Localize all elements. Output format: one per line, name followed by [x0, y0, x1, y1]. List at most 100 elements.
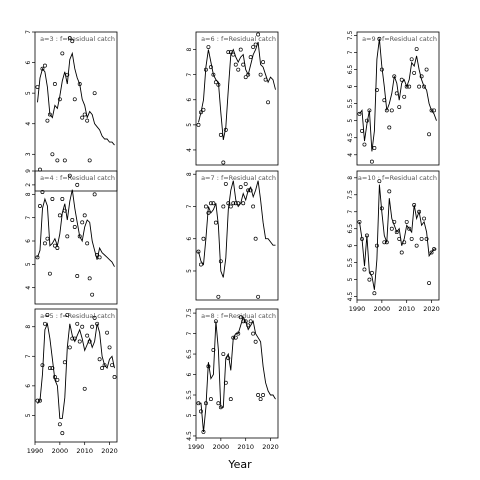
observed-point	[409, 57, 414, 62]
observed-point	[399, 250, 404, 255]
panel-4: a=6 : f=Residual catch 4 5 6 7 8	[186, 31, 279, 166]
observed-point	[407, 226, 412, 231]
observed-point	[402, 94, 407, 99]
y-tick-label: 7	[25, 354, 32, 358]
x-tick-label: 2000	[213, 443, 230, 451]
y-tick-label: 6.5	[347, 65, 354, 75]
observed-point	[67, 36, 72, 41]
y-tick-label: 6	[347, 84, 354, 88]
plot-frame	[34, 170, 118, 305]
panel-3: a=5 : f=Residual catch 5 6 7 8 1990 2000 2010 20…	[25, 308, 118, 455]
observed-point	[50, 366, 55, 371]
observed-point	[196, 401, 201, 406]
observed-point	[246, 72, 251, 77]
observed-point	[52, 375, 57, 379]
observed-point	[374, 243, 379, 248]
observed-point	[60, 431, 65, 436]
observed-point	[362, 142, 367, 147]
x-tick-label: 2000	[52, 447, 69, 455]
observed-point	[203, 67, 208, 72]
observed-point	[357, 111, 362, 116]
observed-point	[70, 336, 75, 341]
observed-point	[228, 397, 233, 402]
observed-point	[256, 294, 261, 299]
observed-point	[77, 339, 82, 344]
observed-point	[60, 51, 65, 56]
y-tick-label: 3	[25, 152, 32, 156]
observed-point	[35, 398, 40, 403]
panel-title: a=3 : f=Residual catch	[40, 35, 115, 43]
observed-point	[372, 291, 377, 296]
observed-point	[223, 380, 228, 385]
panel-title: a=9 : f=Residual catch	[362, 35, 437, 43]
panel-title: a=10 : f=Residual catch	[358, 174, 437, 182]
observed-point	[35, 255, 40, 260]
y-tick-label: 4	[25, 286, 32, 290]
observed-point	[80, 324, 85, 329]
y-tick-label: 5	[347, 278, 354, 282]
observed-point	[424, 67, 429, 72]
y-tick-label: 8	[347, 176, 354, 180]
observed-point	[238, 185, 243, 190]
observed-point	[82, 213, 87, 218]
observed-point	[100, 366, 105, 371]
observed-point	[67, 345, 72, 350]
observed-point	[399, 77, 404, 82]
observed-point	[203, 401, 208, 406]
observed-point	[105, 330, 110, 335]
observed-point	[92, 91, 97, 96]
fitted-line	[198, 180, 276, 278]
observed-point	[377, 179, 382, 184]
y-tick-label: 4	[25, 122, 32, 126]
observed-point	[387, 125, 392, 130]
observed-point	[82, 386, 87, 391]
observed-point	[221, 204, 226, 209]
observed-point	[55, 246, 60, 250]
y-tick-label: 5	[347, 119, 354, 123]
observed-point	[392, 219, 397, 224]
observed-point	[253, 339, 258, 344]
observed-point	[261, 393, 266, 397]
observed-point	[241, 319, 246, 324]
x-tick-label: 1990	[349, 305, 366, 313]
observed-point	[95, 321, 100, 326]
plot-frame	[34, 308, 118, 443]
observed-point	[75, 321, 80, 326]
observed-point	[40, 190, 45, 194]
x-tick-label: 2010	[398, 305, 415, 313]
fitted-line	[198, 41, 276, 140]
y-tick-label: 6	[25, 239, 32, 243]
y-tick-label: 4	[347, 153, 354, 157]
observed-point	[379, 67, 384, 72]
observed-point	[97, 255, 102, 260]
observed-point	[414, 243, 419, 248]
plot-frame	[34, 31, 118, 192]
observed-point	[256, 32, 261, 37]
observed-point	[407, 84, 412, 89]
observed-point	[397, 105, 402, 109]
y-tick-label: 7.5	[347, 30, 354, 40]
observed-point	[72, 97, 77, 102]
observed-point	[246, 188, 251, 193]
x-tick-label: 2020	[423, 305, 440, 313]
observed-point	[243, 181, 248, 186]
observed-point	[409, 236, 414, 241]
y-tick-label: 8	[25, 325, 32, 329]
observed-point	[92, 192, 97, 197]
y-tick-label: 7	[25, 216, 32, 220]
panel-1: a=3 : f=Residual catch 2 3 4 5 6 7	[25, 30, 118, 192]
observed-point	[87, 339, 92, 344]
observed-point	[419, 236, 424, 241]
y-tick-label: 4.5	[347, 292, 354, 302]
observed-point	[45, 118, 50, 123]
panel-6: a=8 : f=Residual catch 4.5 5 5.5 6 6.5 7 7.5 199…	[186, 308, 279, 451]
observed-point	[42, 63, 47, 68]
observed-point	[42, 241, 47, 246]
observed-point	[216, 294, 221, 299]
y-tick-label: 6	[186, 98, 193, 102]
observed-point	[55, 158, 60, 163]
observed-point	[218, 259, 223, 264]
observed-point	[367, 277, 372, 282]
observed-point	[65, 312, 70, 317]
observed-point	[208, 397, 213, 402]
